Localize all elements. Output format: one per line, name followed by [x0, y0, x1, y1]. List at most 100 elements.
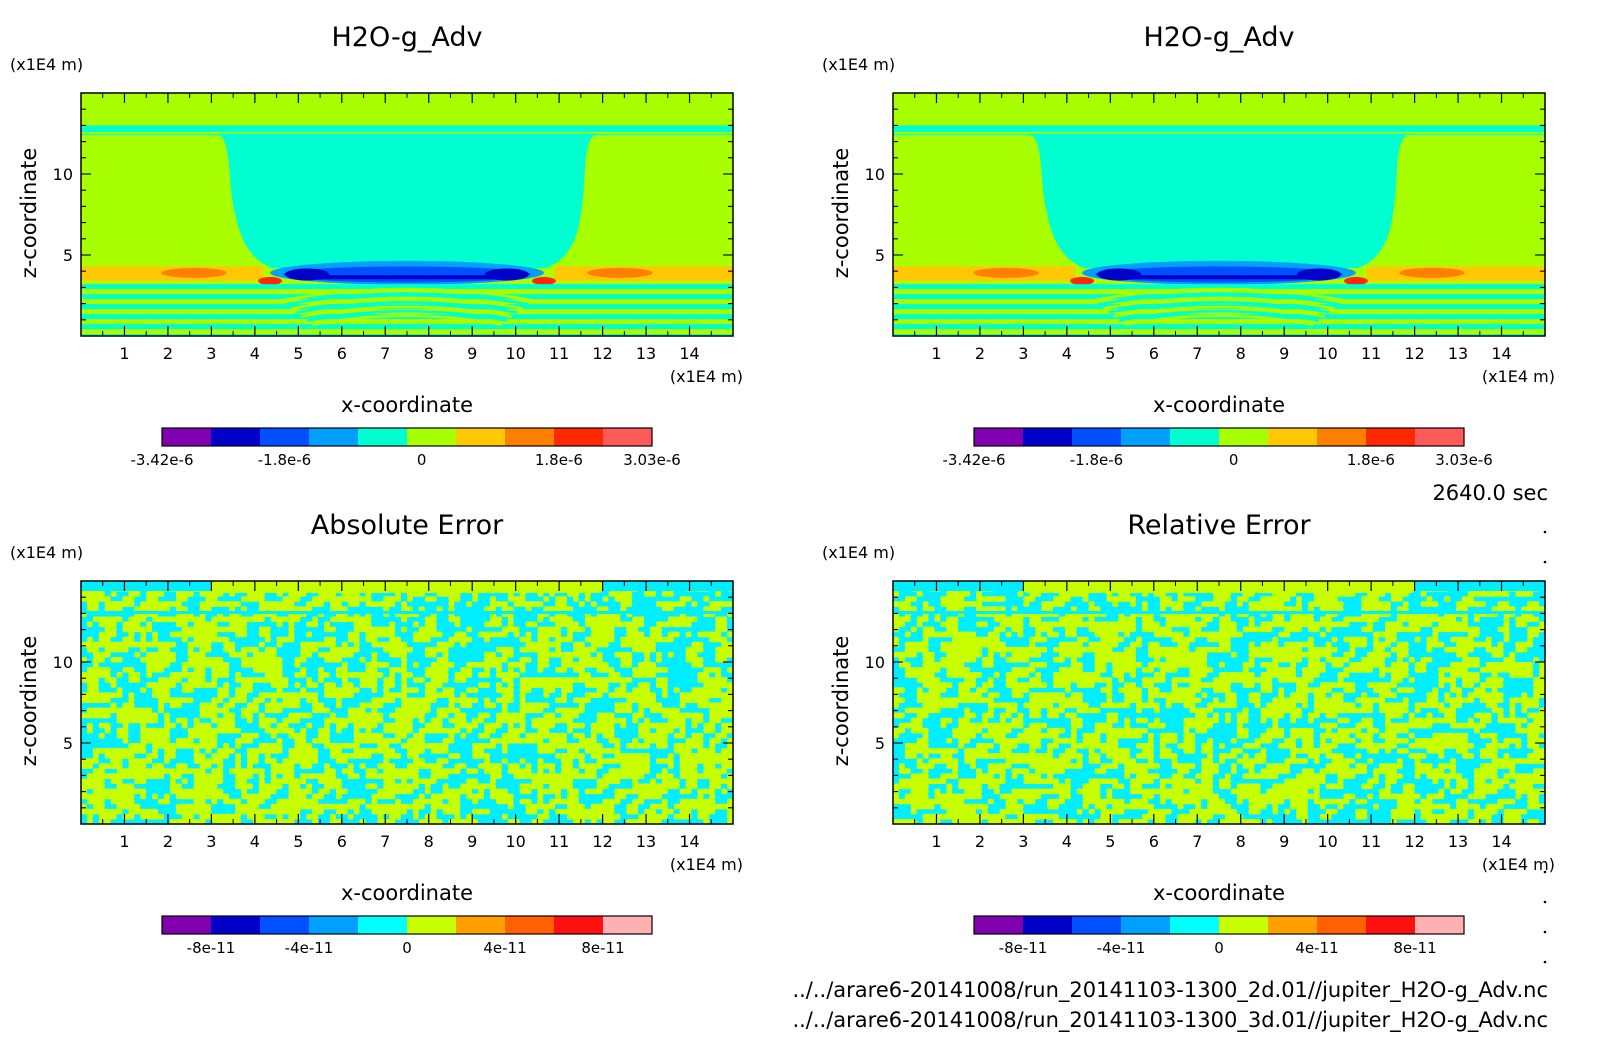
- x-tick-label: 4: [250, 344, 260, 363]
- x-tick-label: 4: [250, 832, 260, 851]
- colorbar-tick-label: 0: [402, 939, 412, 957]
- x-tick-label: 3: [206, 832, 216, 851]
- colorbar-swatch: [1415, 428, 1465, 446]
- colorbar-swatch: [1415, 916, 1465, 934]
- y-tick-label: 10: [865, 165, 885, 184]
- colorbar-swatch: [1170, 428, 1220, 446]
- heatmap-field: [893, 581, 1545, 824]
- x-tick-label: 10: [1317, 344, 1337, 363]
- colorbar-tick-label: 0: [1229, 451, 1239, 469]
- colorbar-swatch: [1072, 428, 1122, 446]
- colorbar-swatch: [1072, 916, 1122, 934]
- x-tick-label: 7: [380, 832, 390, 851]
- x-tick-label: 5: [1105, 344, 1115, 363]
- y-unit-label: (x1E4 m): [10, 543, 83, 562]
- colorbar-swatch: [1366, 916, 1416, 934]
- colorbar-swatch: [1268, 916, 1318, 934]
- y-axis-label: z-coordinate: [829, 636, 853, 767]
- colorbar-swatch: [1023, 916, 1073, 934]
- file-path-label: ../../arare6-20141008/run_20141103-1300_…: [792, 1008, 1548, 1033]
- colorbar-swatch: [1268, 428, 1318, 446]
- x-tick-label: 7: [1192, 344, 1202, 363]
- colorbar-swatch: [554, 916, 604, 934]
- margin-dot: [1543, 960, 1547, 964]
- colorbar-swatch: [260, 916, 310, 934]
- margin-dot: [1543, 530, 1547, 534]
- x-tick-label: 12: [1404, 832, 1424, 851]
- colorbar-tick-label: 1.8e-6: [1347, 451, 1395, 469]
- x-tick-label: 12: [592, 344, 612, 363]
- x-tick-label: 13: [1448, 344, 1468, 363]
- x-tick-label: 13: [636, 832, 656, 851]
- x-tick-label: 12: [592, 832, 612, 851]
- colorbar-tick-label: 3.03e-6: [1435, 451, 1493, 469]
- y-axis-label: z-coordinate: [829, 148, 853, 279]
- x-tick-label: 14: [1491, 832, 1511, 851]
- chart-panel-2: H2O-g_Adv(x1E4 m)1 2 3 4 5 6 7 8 9 10 11 12 13 14510(…: [822, 22, 1555, 469]
- x-axis-label: x-coordinate: [341, 881, 473, 905]
- x-tick-label: 4: [1062, 344, 1072, 363]
- file-path-label: ../../arare6-20141008/run_20141103-1300_…: [792, 978, 1548, 1003]
- chart-panel-3: Absolute Error(x1E4 m)1 2 3 4 5 6 7 8 9 10 11 12 13 1…: [10, 510, 743, 957]
- x-tick-label: 3: [206, 344, 216, 363]
- colorbar-swatch: [505, 428, 555, 446]
- x-tick-label: 10: [505, 344, 525, 363]
- colorbar-swatch: [1219, 428, 1269, 446]
- x-tick-label: 8: [1236, 832, 1246, 851]
- x-unit-label: (x1E4 m): [1482, 855, 1555, 874]
- y-tick-label: 10: [53, 653, 73, 672]
- colorbar-tick-label: 4e-11: [1295, 939, 1338, 957]
- x-axis-label: x-coordinate: [341, 393, 473, 417]
- colorbar-swatch: [1023, 428, 1073, 446]
- x-tick-label: 5: [293, 832, 303, 851]
- y-tick-label: 5: [63, 734, 73, 753]
- colorbar-swatch: [1366, 428, 1416, 446]
- x-tick-label: 6: [1149, 344, 1159, 363]
- x-tick-label: 11: [549, 344, 569, 363]
- chart-title: Relative Error: [1127, 510, 1311, 541]
- colorbar: -3.42e-6 -1.8e-6 0 1.8e-6 3.03e-6: [131, 427, 681, 469]
- x-tick-label: 4: [1062, 832, 1072, 851]
- x-tick-label: 13: [636, 344, 656, 363]
- colorbar-swatch: [974, 916, 1024, 934]
- colorbar-swatch: [309, 916, 359, 934]
- x-tick-label: 9: [1279, 344, 1289, 363]
- x-tick-label: 1: [119, 344, 129, 363]
- colorbar-swatch: [162, 916, 212, 934]
- y-tick-label: 10: [53, 165, 73, 184]
- y-axis-label: z-coordinate: [17, 148, 41, 279]
- colorbar-tick-label: 1.8e-6: [535, 451, 583, 469]
- x-tick-label: 7: [1192, 832, 1202, 851]
- colorbar-swatch: [260, 428, 310, 446]
- x-tick-label: 13: [1448, 832, 1468, 851]
- colorbar-tick-label: 8e-11: [581, 939, 624, 957]
- x-tick-label: 10: [1317, 832, 1337, 851]
- x-tick-label: 9: [467, 344, 477, 363]
- x-tick-label: 7: [380, 344, 390, 363]
- x-tick-label: 9: [1279, 832, 1289, 851]
- x-unit-label: (x1E4 m): [1482, 367, 1555, 386]
- x-tick-label: 10: [505, 832, 525, 851]
- y-unit-label: (x1E4 m): [822, 55, 895, 74]
- y-tick-label: 5: [875, 734, 885, 753]
- colorbar-tick-label: -1.8e-6: [1070, 451, 1123, 469]
- x-tick-label: 14: [679, 832, 699, 851]
- x-tick-label: 6: [337, 344, 347, 363]
- x-tick-label: 8: [424, 344, 434, 363]
- colorbar-swatch: [1121, 916, 1171, 934]
- x-tick-label: 5: [293, 344, 303, 363]
- x-axis-label: x-coordinate: [1153, 881, 1285, 905]
- x-tick-label: 3: [1018, 832, 1028, 851]
- colorbar-swatch: [1317, 428, 1367, 446]
- colorbar-tick-label: 0: [417, 451, 427, 469]
- colorbar-tick-label: 8e-11: [1393, 939, 1436, 957]
- x-tick-label: 6: [1149, 832, 1159, 851]
- x-tick-label: 1: [931, 832, 941, 851]
- colorbar-swatch: [358, 428, 408, 446]
- x-tick-label: 2: [163, 344, 173, 363]
- colorbar-tick-label: -8e-11: [999, 939, 1048, 957]
- heatmap-field: [81, 581, 733, 824]
- colorbar-swatch: [162, 428, 212, 446]
- y-axis-label: z-coordinate: [17, 636, 41, 767]
